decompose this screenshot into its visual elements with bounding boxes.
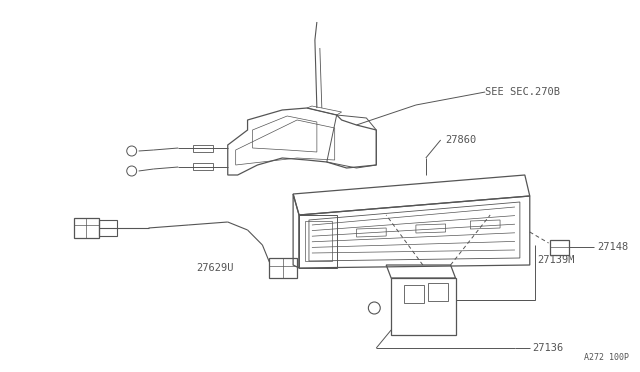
Text: 27136: 27136	[532, 343, 563, 353]
Text: SEE SEC.270B: SEE SEC.270B	[485, 87, 560, 97]
Text: 27139M: 27139M	[538, 255, 575, 265]
Text: 27860: 27860	[445, 135, 477, 145]
Text: A272 100P: A272 100P	[584, 353, 629, 362]
Text: 27629U: 27629U	[196, 263, 234, 273]
Text: 27148: 27148	[597, 242, 628, 252]
